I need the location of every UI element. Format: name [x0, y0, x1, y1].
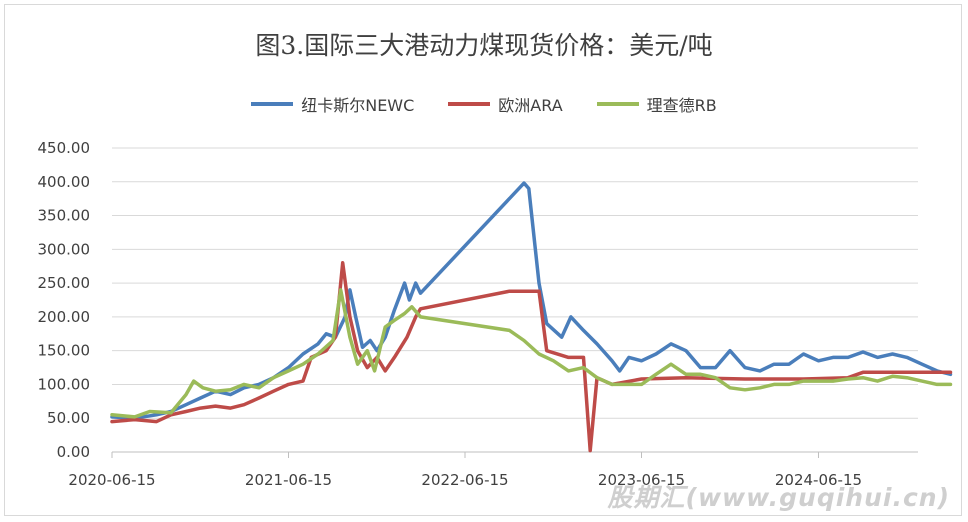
watermark-text: 股期汇(www.guqihui.cn): [607, 483, 950, 512]
legend-label-ara: 欧洲ARA: [498, 96, 563, 115]
x-tick-label: 2020-06-15: [68, 471, 155, 489]
chart-frame: [4, 4, 962, 516]
series-line-0: [110, 181, 953, 420]
y-tick-label: 0.00: [57, 443, 90, 461]
legend-item-rb: 理查德RB: [596, 92, 717, 116]
x-tick-label: 2024-06-15: [775, 471, 862, 489]
y-tick-label: 400.00: [38, 173, 91, 191]
y-tick-label: 300.00: [38, 240, 91, 258]
y-tick-label: 350.00: [38, 207, 91, 225]
legend-swatch-newc: [251, 102, 294, 106]
y-tick-label: 450.00: [38, 139, 91, 157]
legend-item-ara: 欧洲ARA: [448, 92, 563, 116]
legend-item-newc: 纽卡斯尔NEWC: [251, 92, 414, 116]
x-tick-label: 2023-06-15: [598, 471, 685, 489]
y-tick-label: 250.00: [38, 274, 91, 292]
y-tick-label: 150.00: [38, 342, 91, 360]
chart-title: 图3.国际三大港动力煤现货价格：美元/吨: [255, 31, 713, 60]
legend-swatch-rb: [596, 102, 639, 106]
y-tick-label: 50.00: [47, 409, 90, 427]
x-tick-label: 2021-06-15: [245, 471, 332, 489]
legend-label-rb: 理查德RB: [646, 96, 717, 115]
legend-label-newc: 纽卡斯尔NEWC: [301, 96, 415, 115]
y-tick-label: 200.00: [38, 308, 91, 326]
series-line-1: [110, 261, 953, 453]
y-tick-label: 100.00: [38, 375, 91, 393]
x-tick-label: 2022-06-15: [421, 471, 508, 489]
series-line-2: [110, 288, 953, 419]
chart-legend: 纽卡斯尔NEWC 欧洲ARA 理查德RB: [0, 92, 968, 116]
legend-swatch-ara: [448, 102, 491, 106]
